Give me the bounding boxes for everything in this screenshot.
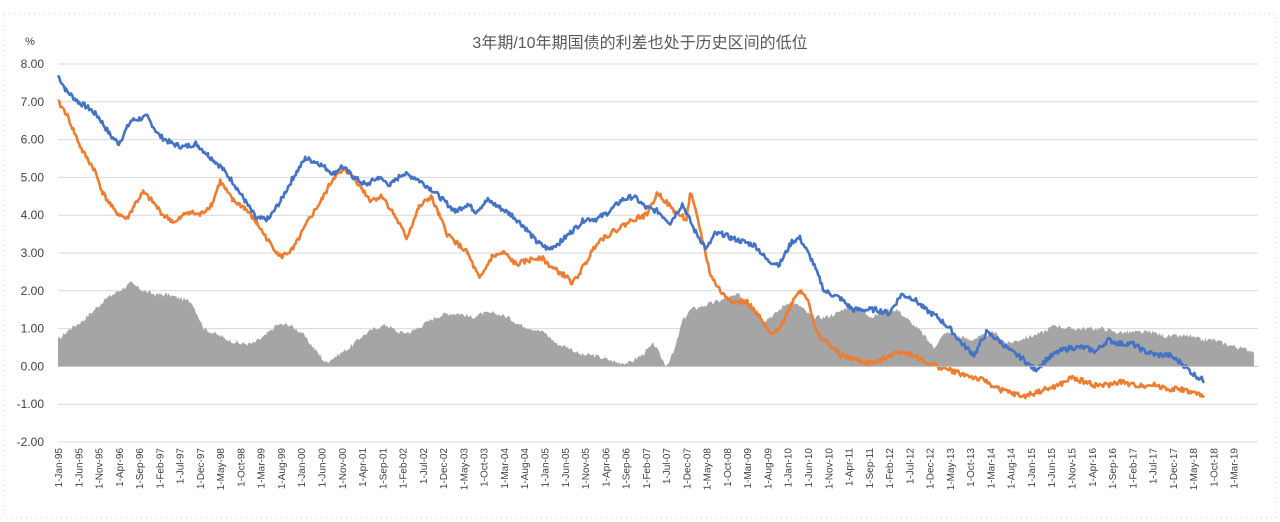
y-tick-label: 4.00 bbox=[21, 208, 45, 222]
y-tick-label: 8.00 bbox=[21, 57, 45, 71]
x-tick-label: 1-Dec-07 bbox=[682, 448, 693, 490]
x-tick-label: 1-Mar-99 bbox=[257, 448, 268, 489]
x-tick-label: 1-Dec-17 bbox=[1169, 448, 1180, 490]
x-tick-label: 1-Jun-05 bbox=[561, 448, 572, 488]
x-tick-label: 1-Jan-95 bbox=[54, 448, 65, 488]
y-axis: 8.00 7.00 6.00 5.00 4.00 3.00 2.00 1.00 0.00 -1.0… bbox=[17, 57, 45, 449]
x-tick-label: 1-Oct-08 bbox=[723, 448, 734, 487]
x-tick-label: 1-Apr-11 bbox=[845, 448, 856, 487]
x-tick-label: 1-Aug-04 bbox=[520, 448, 531, 490]
x-tick-label: 1-Sep-06 bbox=[622, 448, 633, 490]
line-10y bbox=[56, 74, 1206, 384]
x-tick-label: 1-Jan-10 bbox=[784, 448, 795, 488]
x-tick-label: 1-May-98 bbox=[216, 448, 227, 491]
x-tick-label: 1-Oct-13 bbox=[966, 448, 977, 487]
line-3y bbox=[57, 99, 1206, 400]
chart-frame bbox=[3, 13, 1277, 519]
x-tick-label: 1-May-18 bbox=[1189, 448, 1200, 491]
x-tick-label: 1-Apr-06 bbox=[601, 448, 612, 487]
x-tick-label: 1-Aug-99 bbox=[277, 448, 288, 490]
x-tick-label: 1-Nov-10 bbox=[824, 448, 835, 490]
y-tick-label: 5.00 bbox=[21, 170, 45, 184]
x-tick-label: 1-Nov-00 bbox=[338, 448, 349, 490]
x-tick-label: 1-Jan-00 bbox=[297, 448, 308, 488]
x-tick-label: 1-Jun-00 bbox=[318, 448, 329, 488]
y-tick-label: 2.00 bbox=[21, 284, 45, 298]
x-tick-label: 1-Jul-17 bbox=[1149, 448, 1160, 485]
x-tick-label: 1-Jan-15 bbox=[1027, 448, 1038, 488]
spread-area-layer bbox=[58, 281, 1254, 367]
y-tick-label: 6.00 bbox=[21, 133, 45, 147]
x-tick-label: 1-May-03 bbox=[459, 448, 470, 491]
x-tick-label: 1-Sep-16 bbox=[1108, 448, 1119, 490]
x-tick-label: 1-Aug-14 bbox=[1007, 448, 1018, 490]
x-tick-label: 1-Sep-11 bbox=[865, 448, 876, 489]
x-tick-label: 1-Apr-01 bbox=[358, 448, 369, 487]
y-tick-label: 0.00 bbox=[21, 359, 45, 373]
x-tick-label: 1-Feb-02 bbox=[399, 448, 410, 489]
x-tick-label: 1-Sep-96 bbox=[135, 448, 146, 490]
x-tick-label: 1-Apr-16 bbox=[1088, 448, 1099, 487]
x-tick-label: 1-Mar-19 bbox=[1230, 448, 1241, 489]
x-tick-label: 1-May-13 bbox=[946, 448, 957, 491]
x-tick-label: 1-Jul-97 bbox=[176, 448, 187, 485]
x-tick-label: 1-Aug-09 bbox=[763, 448, 774, 490]
x-tick-label: 1-Jan-05 bbox=[540, 448, 551, 488]
y-tick-label: -2.00 bbox=[17, 435, 45, 449]
x-tick-label: 1-Dec-97 bbox=[196, 448, 207, 490]
y-tick-label: 3.00 bbox=[21, 246, 45, 260]
x-tick-label: 1-Sep-01 bbox=[378, 448, 389, 490]
x-tick-label: 1-Oct-03 bbox=[480, 448, 491, 487]
y-tick-label: 7.00 bbox=[21, 95, 45, 109]
x-axis: 1-Jan-95 1-Jun-95 1-Nov-95 1-Apr-96 1-Sep-96… bbox=[54, 365, 1258, 491]
x-tick-label: 1-Nov-15 bbox=[1068, 448, 1079, 490]
x-tick-label: 1-Feb-97 bbox=[155, 448, 166, 489]
x-tick-label: 1-Oct-18 bbox=[1209, 448, 1220, 487]
spread-area bbox=[58, 281, 1254, 367]
x-tick-label: 1-Jul-02 bbox=[419, 448, 430, 485]
x-tick-label: 1-Oct-98 bbox=[236, 448, 247, 487]
x-tick-label: 1-Dec-12 bbox=[926, 448, 937, 490]
x-tick-label: 1-Jun-10 bbox=[804, 448, 815, 488]
x-tick-label: 1-Dec-02 bbox=[439, 448, 450, 490]
x-tick-label: 1-Jun-95 bbox=[74, 448, 85, 488]
x-tick-label: 1-Feb-07 bbox=[642, 448, 653, 489]
x-tick-label: 1-Jul-07 bbox=[662, 448, 673, 485]
x-tick-label: 1-Mar-09 bbox=[743, 448, 754, 489]
x-tick-label: 1-Feb-17 bbox=[1128, 448, 1139, 489]
y-tick-label: -1.00 bbox=[17, 397, 45, 411]
x-tick-label: 1-Apr-96 bbox=[115, 448, 126, 487]
x-tick-label: 1-Jul-12 bbox=[905, 448, 916, 485]
x-tick-label: 1-May-08 bbox=[703, 448, 714, 491]
chart-title: 3年期/10年期国债的利差也处于历史区间的低位 bbox=[472, 34, 807, 52]
x-tick-label: 1-Nov-05 bbox=[581, 448, 592, 490]
x-tick-label: 1-Mar-04 bbox=[500, 448, 511, 489]
y-axis-unit: % bbox=[25, 36, 35, 48]
x-tick-label: 1-Jun-15 bbox=[1047, 448, 1058, 488]
yield-line-layer bbox=[56, 74, 1206, 400]
x-tick-label: 1-Feb-12 bbox=[885, 448, 896, 489]
x-tick-label: 1-Nov-95 bbox=[95, 448, 106, 490]
x-tick-label: 1-Mar-14 bbox=[986, 448, 997, 489]
y-tick-label: 1.00 bbox=[21, 322, 45, 336]
